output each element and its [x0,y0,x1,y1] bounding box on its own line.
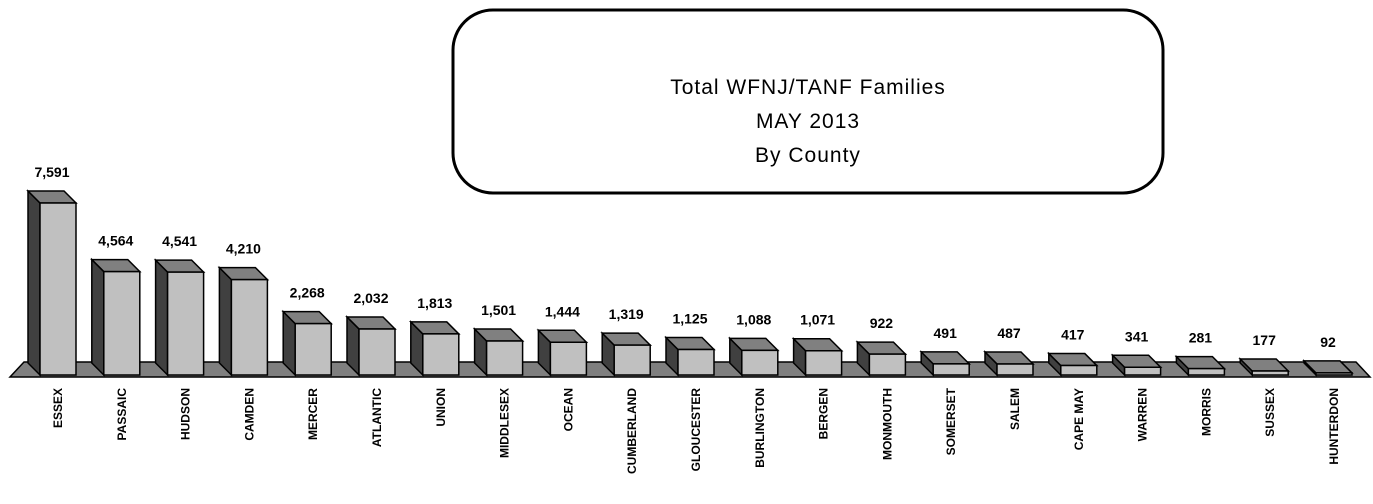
value-label: 4,210 [226,241,261,257]
value-label: 487 [997,325,1021,341]
bar-front [39,202,77,376]
bar-front [1060,364,1098,376]
bar-front [613,344,651,376]
value-label: 491 [934,325,958,341]
x-tick-label: GLOUCESTER [689,388,703,472]
bar [89,257,142,377]
bar [983,350,1035,377]
value-label: 1,813 [417,295,452,311]
x-tick-label: BERGEN [817,388,831,439]
x-tick-label: PASSAIC [115,388,129,441]
bar-side [91,257,105,377]
value-label: 417 [1061,327,1085,343]
x-tick-label: WARREN [1136,388,1150,441]
value-label: 281 [1189,330,1213,346]
value-label: 2,268 [290,285,325,301]
bar-front [677,348,715,376]
x-tick-label: OCEAN [561,388,575,431]
bar [153,258,206,377]
x-tick-label: HUDSON [179,388,193,440]
value-label: 92 [1320,334,1336,350]
bar-front [741,349,779,376]
bar-front [422,333,460,376]
bar [281,309,334,377]
x-tick-label: MIDDLESEX [498,388,512,458]
value-label: 7,591 [34,164,69,180]
value-label: 4,541 [162,233,197,249]
bar-front [1123,366,1162,376]
value-label: 922 [870,315,894,331]
bar [1174,354,1227,377]
bar-front [103,270,141,376]
x-tick-label: ATLANTIC [370,388,384,447]
value-label: 1,501 [481,302,516,318]
bar-front [868,353,907,376]
bar-front [804,349,843,376]
title-box [451,8,1165,195]
value-label: 1,319 [609,306,644,322]
bar [345,315,397,377]
x-tick-label: CAMDEN [242,388,256,441]
value-label: 177 [1253,332,1277,348]
value-label: 341 [1125,328,1149,344]
bar [919,350,972,377]
x-tick-label: CUMBERLAND [625,388,639,474]
bar [536,328,589,377]
bar [855,340,908,377]
x-tick-label: CAPE MAY [1072,388,1086,450]
x-tick-label: MERCER [306,388,320,440]
value-label: 1,088 [736,311,771,327]
x-tick-label: SALEM [1008,388,1022,430]
chart-title: By County [755,144,861,167]
bar-front [358,328,396,376]
bar-front [996,363,1034,376]
bar [408,320,461,377]
bar-front [230,278,269,376]
bar-side [154,258,169,377]
bar-side [27,189,41,377]
bar-front [1187,367,1226,376]
value-label: 4,564 [98,233,133,249]
bar-front [294,322,332,376]
bar [664,335,716,377]
x-tick-label: SUSSEX [1263,388,1277,437]
value-label: 2,032 [353,290,388,306]
bar [600,331,653,377]
bar-side [218,265,233,377]
bar [217,265,270,377]
x-tick-label: ESSEX [51,388,65,428]
bar [26,189,78,377]
x-tick-label: SOMERSET [944,387,958,455]
bar [472,327,525,377]
bar [727,336,780,377]
x-tick-label: HUNTERDON [1327,388,1341,465]
bar-front [549,341,588,376]
bar [791,336,844,377]
chart-title: Total WFNJ/TANF Families [670,76,946,99]
chart-title: MAY 2013 [756,110,860,133]
bar-front [1315,372,1353,376]
value-label: 1,125 [672,311,707,327]
bar [1110,353,1163,377]
bar-front [485,340,524,376]
bar-front [166,271,205,376]
bar-front [1251,370,1289,376]
bar-front [932,363,970,376]
x-tick-label: BURLINGTON [753,388,767,468]
value-label: 1,071 [800,312,835,328]
bar [1046,351,1099,377]
x-tick-label: MORRIS [1199,388,1213,436]
x-tick-label: MONMOUTH [880,388,894,460]
value-label: 1,444 [545,303,580,319]
bar [1238,357,1291,377]
x-tick-label: UNION [434,388,448,427]
bar [1302,359,1354,377]
